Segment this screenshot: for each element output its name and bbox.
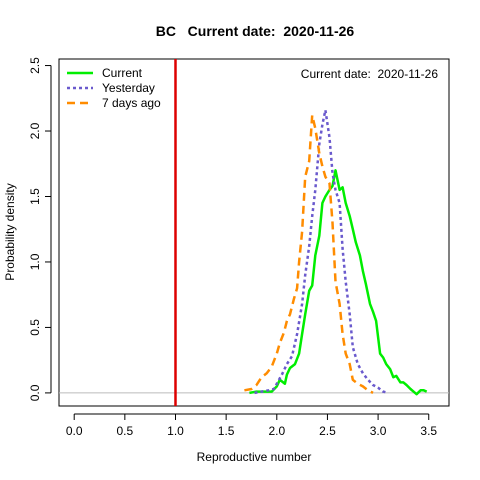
x-tick-label: 3.5 <box>420 424 437 438</box>
x-tick-label: 3.0 <box>370 424 387 438</box>
legend-label: 7 days ago <box>102 96 161 110</box>
series-line-2 <box>254 108 389 395</box>
x-tick-label: 0.5 <box>117 424 134 438</box>
x-tick-label: 0.0 <box>66 424 83 438</box>
chart-title: BC Current date: 2020-11-26 <box>156 23 355 39</box>
y-tick-label: 2.5 <box>28 57 42 74</box>
x-axis: 0.0 0.5 1.0 1.5 2.0 2.5 3.0 3.5 <box>66 413 437 438</box>
legend-label: Yesterday <box>102 81 155 95</box>
y-tick-label: 1.5 <box>28 188 42 205</box>
x-tick-label: 2.5 <box>319 424 336 438</box>
series-line-1 <box>249 169 428 396</box>
plot-frame <box>58 58 450 407</box>
series-line-3 <box>244 114 374 395</box>
x-tick-label: 1.0 <box>167 424 184 438</box>
y-axis-label: Probability density <box>3 183 17 280</box>
series-layer <box>244 108 428 396</box>
y-tick-label: 0.5 <box>28 319 42 336</box>
y-axis: 0.0 0.5 1.0 1.5 2.0 2.5 <box>28 57 52 401</box>
x-tick-label: 2.0 <box>268 424 285 438</box>
x-axis-label: Reproductive number <box>197 450 312 464</box>
y-tick-label: 0.0 <box>28 384 42 401</box>
x-tick-label: 1.5 <box>218 424 235 438</box>
current-date-annotation: Current date: 2020-11-26 <box>301 67 439 81</box>
y-tick-label: 2.0 <box>28 122 42 139</box>
legend-label: Current <box>102 66 143 80</box>
y-tick-label: 1.0 <box>28 253 42 270</box>
